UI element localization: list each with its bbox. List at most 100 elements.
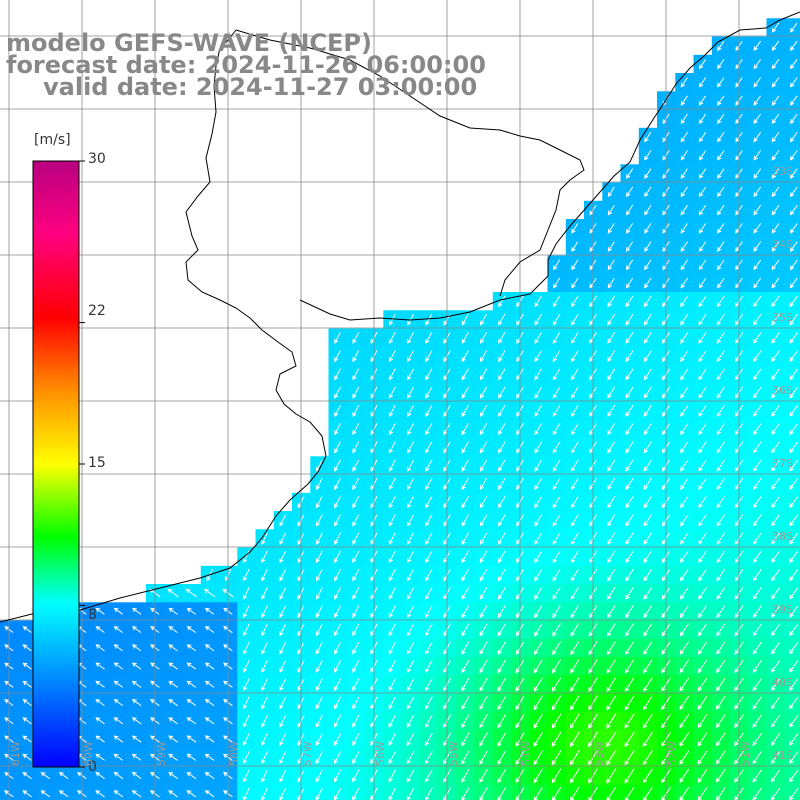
wind-arrow [461,404,469,417]
wind-arrow [679,659,690,674]
wind-arrow [497,750,507,765]
colorbar-tick-label: 22 [88,303,106,319]
wind-arrow [607,496,616,509]
wind-cell [511,784,530,800]
wind-arrow [552,368,561,381]
wind-arrow [771,441,780,454]
wind-cell [492,419,512,439]
wind-cell [748,419,768,439]
wind-arrow [771,477,780,490]
wind-arrow [771,95,780,106]
wind-cell [784,565,800,585]
wind-arrow [479,532,488,545]
wind-arrow [279,696,287,710]
wind-arrow [113,626,123,634]
wind-arrow [352,550,360,564]
wind-arrow [425,350,433,363]
wind-arrow [22,626,32,633]
wind-arrow [752,623,762,637]
wind-arrow [186,717,197,725]
wind-cell [146,784,165,800]
wind-arrow [407,423,415,436]
wind-arrow [626,186,634,198]
wind-arrow [58,790,69,798]
wind-arrow [552,423,561,436]
wind-arrow [625,477,634,490]
wind-cell [456,346,476,366]
wind-cell [383,748,403,768]
wind-arrow [698,623,708,637]
lat-label: 40S [772,676,793,689]
wind-arrow [242,678,250,692]
wind-cell [310,492,330,512]
wind-cell [693,237,713,257]
wind-arrow [643,423,652,436]
wind-cell [675,383,695,403]
wind-cell [547,346,567,366]
wind-arrow [352,660,360,673]
wind-arrow [461,677,470,692]
wind-arrow [570,659,580,674]
wind-arrow [644,204,652,216]
wind-cell [438,419,457,439]
wind-cell [456,474,476,494]
wind-arrow [716,496,726,509]
wind-arrow [186,607,197,615]
wind-arrow [406,732,415,746]
wind-cell [748,365,768,384]
wind-arrow [624,659,635,674]
wind-arrow [789,641,799,655]
wind-arrow [388,441,396,454]
wind-cell [711,748,731,768]
wind-arrow [789,550,799,563]
wind-arrow [352,477,360,491]
wind-arrow [534,441,543,454]
wind-cell [730,237,749,257]
wind-arrow [242,733,250,746]
wind-arrow [679,641,689,655]
wind-arrow [680,532,689,545]
wind-arrow [680,204,688,216]
wind-arrow [771,132,780,143]
wind-cell [748,638,768,658]
wind-cell [565,638,585,658]
wind-cell [620,784,640,800]
wind-arrow [716,295,725,308]
wind-arrow [407,459,415,472]
wind-arrow [261,660,268,673]
lat-label: 34S [772,238,793,251]
wind-arrow [334,532,342,545]
title-forecast-date: forecast date: 2024-11-26 06:00:00 [6,51,486,79]
wind-arrow [95,607,105,615]
wind-arrow [771,496,780,509]
wind-arrow [406,641,415,655]
wind-arrow [606,768,617,784]
wind-arrow [770,714,781,728]
wind-cell [565,456,585,476]
wind-arrow [315,532,323,545]
wind-arrow [498,496,506,509]
colorbar [32,160,80,768]
wind-arrow [168,625,178,634]
wind-arrow [607,186,615,198]
wind-cell [638,255,658,275]
wind-cell [766,784,786,800]
wind-arrow [552,313,561,326]
wind-arrow [461,769,470,783]
wind-cell [657,602,676,622]
wind-arrow [479,677,488,692]
wind-cell [474,638,494,658]
wind-arrow [131,607,142,615]
wind-arrow [352,459,360,472]
wind-arrow [698,569,707,582]
wind-cell [109,784,129,800]
wind-arrow [534,350,543,363]
wind-arrow [716,514,726,527]
wind-cell [200,565,220,585]
wind-arrow [753,186,762,198]
wind-arrow [789,204,798,216]
wind-arrow [534,332,543,344]
wind-arrow [534,404,543,417]
wind-cell [54,784,74,800]
wind-arrow [643,587,653,600]
